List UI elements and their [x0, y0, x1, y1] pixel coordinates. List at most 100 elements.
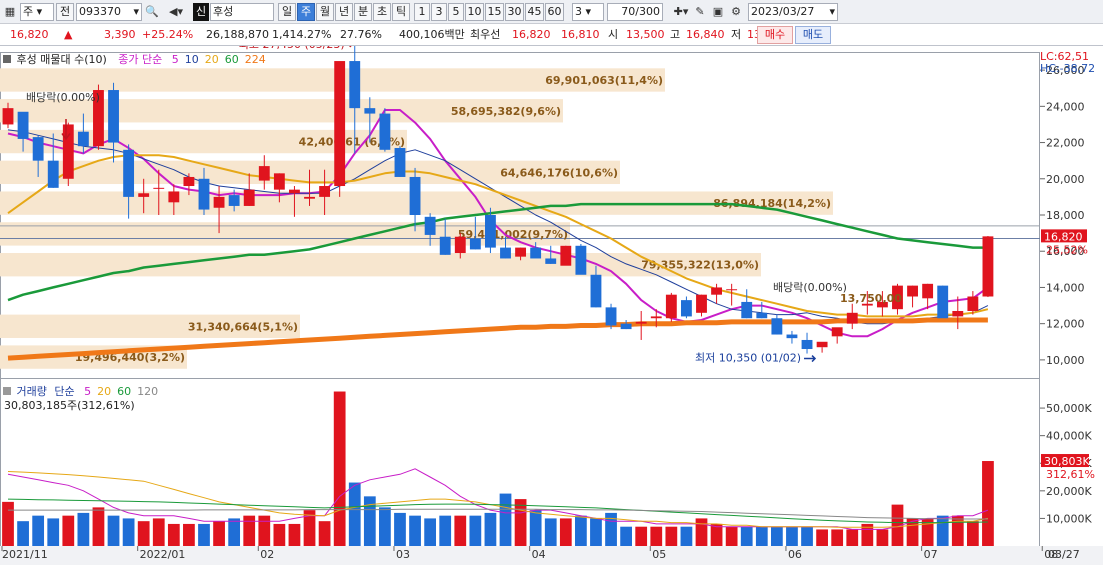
- code-input[interactable]: 093370 ▾: [76, 3, 142, 21]
- bar-icon: [3, 387, 11, 395]
- candle-body: [273, 173, 285, 190]
- market-select[interactable]: 주 ▾: [20, 3, 54, 21]
- candle-body: [394, 147, 406, 177]
- prev-button[interactable]: 전: [56, 3, 74, 21]
- interval-button-1[interactable]: 1: [414, 3, 430, 21]
- crosshair-icon[interactable]: ✚▾: [673, 5, 689, 18]
- speaker-icon[interactable]: ◀▾: [169, 5, 183, 18]
- unit-select[interactable]: 3 ▾: [572, 3, 604, 21]
- candle-body: [530, 247, 542, 259]
- calendar-icon[interactable]: ▾: [829, 5, 835, 18]
- search-icon[interactable]: 🔍: [145, 5, 159, 18]
- candle-body: [711, 287, 722, 295]
- period-button-5[interactable]: 초: [373, 3, 391, 21]
- volume-bar: [982, 461, 994, 546]
- stock-name-field[interactable]: 후성: [210, 3, 274, 21]
- amount-value: 400,106백만: [399, 28, 465, 41]
- interval-button-3[interactable]: 3: [431, 3, 447, 21]
- vol-ma-legend-120: 120: [137, 385, 159, 398]
- x-tick-label: 02: [260, 548, 274, 561]
- period-button-6[interactable]: 틱: [392, 3, 410, 21]
- interval-button-30[interactable]: 30: [505, 3, 524, 21]
- interval-button-15[interactable]: 15: [485, 3, 504, 21]
- toolbar: ▦ 주 ▾ 전 093370 ▾ 🔍 ◀▾ 신 후성 3 ▾ 70/300 ✚▾ …: [0, 0, 1103, 24]
- candle-body: [409, 176, 421, 215]
- volume-bar: [424, 518, 437, 546]
- candle-body: [17, 111, 29, 139]
- volume-profile-label: 69,901,063(11,4%): [545, 74, 663, 87]
- candle-body: [2, 108, 14, 125]
- volume-bar: [107, 515, 120, 546]
- volume-bar: [92, 507, 105, 546]
- pct-tag: 25,52%: [1046, 243, 1088, 256]
- hc-label: HC:-38,72: [1040, 62, 1096, 75]
- candle-body: [982, 236, 994, 297]
- quote-bar: 16,820 ▲ 3,390 +25.24% 26,188,870 1,414.…: [0, 24, 1103, 46]
- candle-body: [47, 160, 59, 188]
- interval-button-10[interactable]: 10: [465, 3, 484, 21]
- candle-body: [485, 215, 496, 248]
- low-annotation: 최저 10,350 (01/02): [695, 352, 801, 365]
- period-button-2[interactable]: 월: [316, 3, 334, 21]
- date-field[interactable]: 2023/03/27 ▾: [748, 3, 838, 21]
- candle-body: [515, 247, 527, 257]
- interval-button-5[interactable]: 5: [448, 3, 464, 21]
- x-tick-label: 08: [1044, 548, 1058, 561]
- volume-tick-label: 10,000K: [1046, 512, 1092, 525]
- volume-bar: [183, 523, 195, 546]
- x-axis-strip: [0, 546, 1103, 565]
- high-arrow-icon: [349, 46, 352, 48]
- vol-legend-title: 거래량: [16, 385, 47, 398]
- volume-bar: [198, 523, 210, 546]
- period-button-1[interactable]: 주: [297, 3, 315, 21]
- interval-button-45[interactable]: 45: [525, 3, 544, 21]
- save-icon[interactable]: ▣: [712, 5, 724, 18]
- volume-value: 26,188,870: [206, 28, 269, 41]
- ma-legend-title: 종가 단순: [118, 53, 163, 66]
- chevron-down-icon[interactable]: ▾: [133, 5, 139, 18]
- candle-body: [243, 189, 255, 206]
- date-field-value: 2023/03/27: [751, 5, 815, 18]
- high-annotation: 최고 27,450 (05/23): [239, 46, 345, 51]
- candle-body: [575, 245, 587, 275]
- candle-body: [319, 186, 331, 197]
- period-button-3[interactable]: 년: [335, 3, 353, 21]
- grid-icon[interactable]: ▦: [4, 5, 16, 18]
- price-tick-label: 24,000: [1046, 100, 1085, 113]
- candle-body: [635, 321, 647, 324]
- volume-bar: [258, 515, 271, 546]
- open-label: 시: [608, 28, 619, 41]
- sell-button[interactable]: 매도: [795, 26, 831, 44]
- candle-body: [771, 318, 783, 335]
- volume-bar: [966, 521, 979, 546]
- candle-body: [560, 245, 572, 266]
- period-button-4[interactable]: 분: [354, 3, 372, 21]
- high-label: 고: [670, 28, 681, 41]
- volume-bar: [499, 493, 512, 546]
- vol-ma-legend-title: 단순: [54, 385, 75, 398]
- volume-bar: [725, 526, 738, 546]
- candle-body: [213, 196, 225, 208]
- chart-svg[interactable]: 69,901,063(11,4%) 58,695,382(9,6%) 42,406,…: [0, 46, 1103, 565]
- hamburger-icon[interactable]: [3, 55, 11, 63]
- change-pct: +25.24%: [142, 28, 194, 41]
- candle-body: [93, 90, 104, 147]
- buy-button[interactable]: 매수: [757, 26, 793, 44]
- candle-body: [696, 294, 707, 313]
- candle-body: [469, 238, 481, 250]
- count-field[interactable]: 70/300: [607, 3, 663, 21]
- volume-ratio: 1,414.27%: [272, 28, 332, 41]
- candle-body: [892, 285, 903, 310]
- candle-body: [364, 108, 376, 114]
- candle-body: [922, 283, 934, 299]
- candle-body: [801, 339, 813, 350]
- gear-icon[interactable]: ⚙: [731, 5, 741, 18]
- volume-bar: [876, 529, 889, 546]
- price-tag-bg: [1041, 229, 1087, 243]
- period-button-0[interactable]: 일: [278, 3, 296, 21]
- interval-button-60[interactable]: 60: [545, 3, 564, 21]
- price-tick-label: 22,000: [1046, 137, 1085, 150]
- new-badge: 신: [193, 3, 209, 21]
- volume-profile-band: [0, 68, 665, 92]
- tools-icon[interactable]: ✎: [695, 5, 705, 18]
